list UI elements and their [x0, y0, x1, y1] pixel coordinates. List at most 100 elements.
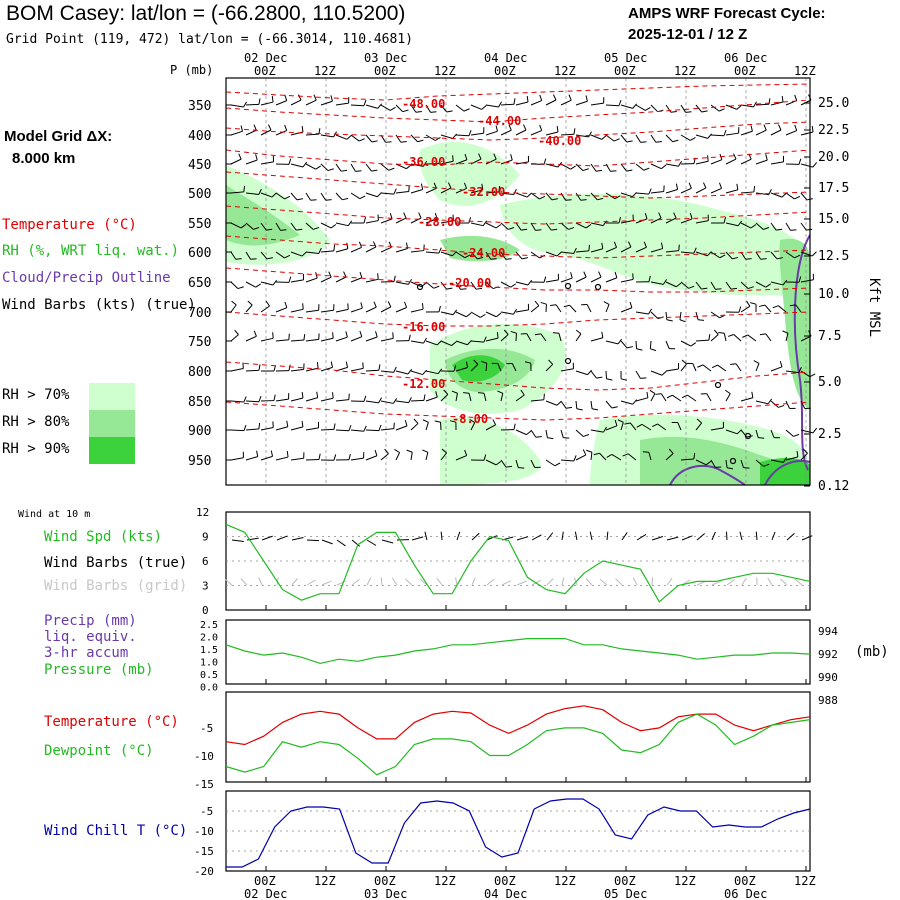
wind-barb-staff — [320, 192, 327, 201]
wind-barb-flag — [418, 212, 422, 219]
wind-barb-flag — [707, 133, 713, 139]
wind-barb-flag — [374, 449, 378, 456]
wind-barb-staff — [290, 222, 297, 231]
wind-barb-grid — [585, 578, 593, 586]
wind-barb-staff — [605, 192, 616, 200]
temp-tick-label: -5 — [200, 722, 213, 735]
wind-barb-staff — [755, 281, 766, 288]
wind-barb-staff — [695, 459, 707, 466]
wind-barb-flag — [327, 168, 334, 172]
wind-barb-flag — [718, 182, 723, 189]
wind-barb-flag — [451, 341, 457, 346]
wind-barb-staff — [590, 163, 597, 172]
wind-barb-flag — [438, 247, 442, 254]
wind-barb-flag — [460, 288, 467, 290]
isotherm-label: -48.00 — [402, 97, 445, 111]
wind-barb-staff — [650, 163, 662, 170]
wind-barb-flag — [759, 333, 766, 336]
wind-barb-10m — [351, 539, 361, 547]
wind-barb-staff — [764, 304, 772, 313]
wind-barb-flag — [693, 247, 697, 254]
wind-barb-flag — [556, 251, 562, 257]
wind-barb-staff — [605, 304, 610, 313]
rh80-swatch — [89, 410, 135, 437]
wind-barb-flag — [624, 422, 631, 425]
wind-barb-flag — [508, 227, 515, 230]
wind-barb-flag — [551, 228, 558, 231]
wind-barb-staff — [725, 104, 737, 110]
chill-tick-label: -5 — [200, 805, 213, 818]
wind-barb-flag — [586, 449, 593, 453]
wind-barb-staff — [365, 400, 379, 404]
wind-barb-10m — [574, 531, 578, 541]
wind-barb-flag — [812, 162, 818, 168]
wind-barb-staff — [785, 429, 794, 437]
bottom-time-tick-label: 12Z — [434, 874, 456, 888]
wind-barb-staff — [575, 276, 587, 283]
wind-barb-staff — [665, 340, 670, 349]
rh90-swatch — [89, 437, 135, 464]
wind-barb-staff — [455, 340, 468, 346]
wind-barb-staff — [755, 159, 768, 165]
wind-barb-staff — [320, 428, 334, 431]
wind-barb-flag — [617, 419, 624, 423]
wind-barb-staff — [335, 222, 349, 227]
wind-barb-staff — [305, 222, 314, 230]
pressure-axis-title: P (mb) — [170, 63, 213, 77]
isotherm-label: -44.00 — [478, 114, 521, 128]
wind-barb-flag — [758, 304, 766, 307]
wind-barb-staff — [785, 222, 791, 231]
wind-barb-staff — [620, 104, 633, 109]
model-grid-line1: Model Grid ΔX: — [4, 128, 113, 145]
wind-barb-staff — [365, 163, 372, 172]
wind-barb-flag — [301, 420, 304, 427]
wind-barb-staff — [710, 134, 724, 137]
wind-barb-staff — [260, 251, 268, 260]
wind-barb-flag — [315, 165, 321, 170]
wind-barb-flag — [506, 465, 513, 468]
wind-barb-flag — [298, 94, 302, 101]
top-date-label: 06 Dec — [724, 51, 767, 65]
wind-barb-flag — [378, 397, 382, 404]
wind-barb-staff — [650, 311, 659, 319]
isotherm-line — [225, 311, 811, 327]
wind-barb-staff — [800, 222, 807, 231]
wind-barb-flag — [794, 124, 798, 131]
wind-barb-staff — [575, 400, 578, 409]
wind-barb-staff — [440, 281, 447, 290]
wind-barb-grid — [366, 577, 372, 586]
wind-barb-staff — [725, 281, 732, 290]
top-date-label: 04 Dec — [484, 51, 527, 65]
wind-barb-staff — [680, 458, 694, 461]
page-title: BOM Casey: lat/lon = (-66.2800, 110.5200… — [6, 2, 406, 25]
wind-barb-staff — [605, 370, 608, 379]
wind-barb-flag — [423, 337, 428, 344]
wind-barb-flag — [333, 244, 336, 251]
pressure-tick-right: 988 — [818, 694, 838, 707]
wind-barb-flag — [387, 301, 392, 308]
wind-barb-staff — [395, 217, 407, 224]
precip-tick-label: 0.0 — [200, 683, 218, 694]
rh-shade-2 — [419, 141, 520, 206]
wind-barb-flag — [632, 192, 637, 198]
wind-barb-staff — [650, 370, 663, 376]
wind-barb-flag — [539, 195, 546, 200]
wind-barb-staff — [275, 130, 287, 136]
pressure-line — [225, 638, 811, 665]
wind-barb-flag — [811, 251, 817, 257]
wind-barb-staff — [665, 134, 673, 143]
wind-barb-flag — [750, 224, 757, 229]
wind-barb-staff — [575, 250, 589, 253]
wind-barb-flag — [346, 135, 352, 140]
wind-barb-staff — [800, 131, 814, 136]
wind-barb-staff — [687, 394, 697, 402]
wind-barb-staff — [500, 192, 514, 196]
wind-barb-staff — [755, 459, 764, 467]
wind-barb-flag — [443, 389, 449, 395]
wind-barb-10m — [381, 539, 394, 544]
wind-barb-grid — [336, 580, 347, 586]
rh-shade-3 — [500, 193, 810, 300]
wind-barb-flag — [496, 332, 499, 339]
wind-barb-staff — [470, 340, 484, 343]
wind-barb-flag — [465, 361, 469, 368]
